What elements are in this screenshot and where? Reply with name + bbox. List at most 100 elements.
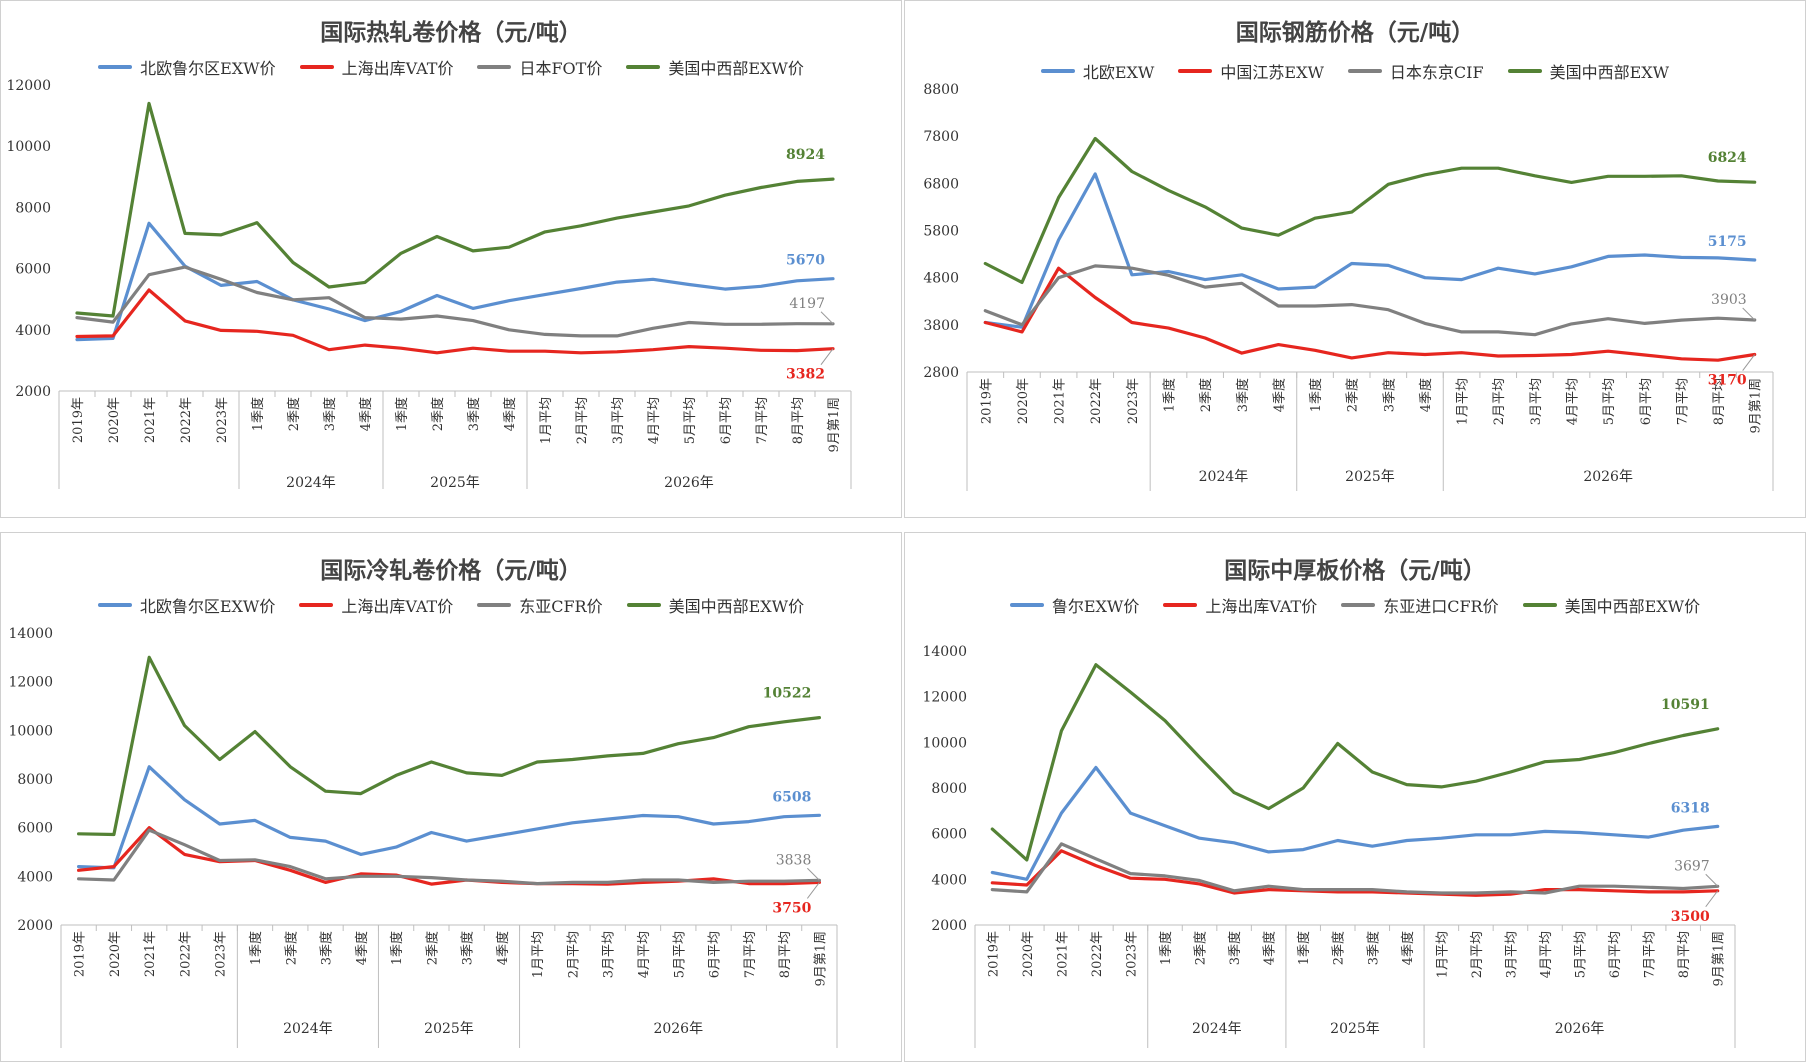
legend-label: 北欧鲁尔区EXW价: [140, 59, 276, 78]
x-group-label: 2026年: [1583, 469, 1633, 485]
y-tick-label: 2000: [15, 384, 51, 400]
series-line: [76, 765, 822, 870]
y-tick-label: 3800: [923, 318, 959, 334]
series-line: [983, 266, 1757, 362]
x-tick-label: 6月平均: [1608, 931, 1623, 978]
y-tick-label: 12000: [8, 675, 53, 691]
x-tick-label: 3季度: [1365, 931, 1381, 965]
x-tick-label: 2022年: [178, 931, 193, 977]
legend-swatch: [299, 65, 334, 69]
x-tick-label: 2022年: [1090, 931, 1105, 977]
x-tick-label: 1季度: [394, 397, 410, 431]
x-tick-label: 4季度: [1262, 931, 1278, 965]
chart-title: 国际钢筋价格（元/吨）: [1235, 20, 1475, 46]
x-tick-label: 4季度: [495, 931, 511, 965]
x-tick-label: 2季度: [1198, 378, 1214, 412]
x-tick-label: 1季度: [389, 931, 405, 965]
data-label: 6318: [1671, 800, 1710, 816]
data-label-leader: [806, 882, 820, 899]
legend-label: 中国江苏EXW: [1220, 63, 1324, 82]
legend-item: 东亚CFR价: [477, 593, 603, 617]
chart-title: 国际冷轧卷价格（元/吨）: [320, 558, 582, 584]
x-group-label: 2026年: [1555, 1021, 1605, 1037]
x-tick-label: 8月平均: [778, 931, 793, 978]
x-tick-label: 2季度: [424, 931, 440, 965]
data-label-leader: [1742, 307, 1756, 321]
y-tick-label: 14000: [8, 626, 53, 642]
x-tick-label: 4季度: [358, 397, 374, 431]
plot-area: 2000 4000 6000 8000 10000 12000 14000 2019年 2020…: [8, 626, 838, 1048]
chart-legend: 鲁尔EXW价 上海出库VAT价 东亚进口CFR价 美国中西部EXW价: [905, 593, 1805, 617]
x-tick-label: 2019年: [979, 378, 994, 424]
y-tick-label: 2000: [17, 918, 53, 934]
x-group-label: 2025年: [1345, 469, 1395, 485]
x-tick-label: 2023年: [214, 931, 229, 977]
x-tick-label: 2021年: [143, 397, 158, 443]
medium-plate-chart: 国际中厚板价格（元/吨） 鲁尔EXW价 上海出库VAT价 东亚进口CFR价 美国…: [904, 532, 1806, 1062]
y-tick-label: 4000: [17, 869, 53, 885]
x-tick-label: 2季度: [1331, 931, 1347, 965]
legend-swatch: [626, 65, 661, 69]
series-line: [76, 655, 822, 837]
legend-item: 北欧鲁尔区EXW价: [97, 593, 275, 617]
plot-area: 2000 4000 6000 8000 10000 12000 2019年 2020年 2021…: [6, 78, 852, 491]
x-tick-label: 4季度: [502, 397, 518, 431]
data-label: 3750: [772, 900, 811, 916]
legend-item: 上海出库VAT价: [1163, 593, 1317, 617]
x-tick-label: 1季度: [1296, 931, 1312, 965]
x-tick-label: 2021年: [143, 931, 158, 977]
x-tick-label: 6月平均: [1639, 378, 1654, 425]
x-tick-label: 2023年: [215, 397, 230, 443]
x-tick-label: 6月平均: [719, 397, 734, 444]
legend-swatch: [1040, 69, 1075, 73]
x-tick-label: 4季度: [1418, 378, 1434, 412]
series-line: [983, 264, 1757, 337]
legend-item: 鲁尔EXW价: [1009, 593, 1140, 617]
data-label: 3697: [1674, 858, 1710, 874]
y-tick-label: 4800: [923, 271, 959, 287]
y-tick-label: 10000: [922, 735, 967, 751]
series-line: [990, 765, 1720, 881]
x-tick-label: 2季度: [283, 931, 299, 965]
x-tick-label: 2月平均: [1492, 378, 1507, 425]
legend-swatch: [1009, 603, 1044, 607]
x-tick-label: 2月平均: [575, 397, 590, 444]
legend-swatch: [1178, 69, 1213, 73]
x-tick-label: 7月平均: [1643, 931, 1658, 978]
x-tick-label: 2019年: [73, 931, 88, 977]
legend-label: 美国中西部EXW: [1549, 63, 1670, 82]
x-tick-label: 3季度: [1381, 378, 1397, 412]
y-tick-label: 4000: [15, 323, 51, 339]
data-label-leader: [820, 311, 834, 325]
x-tick-label: 4季度: [1271, 378, 1287, 412]
legend-label: 上海出库VAT价: [341, 59, 454, 78]
x-tick-label: 7月平均: [755, 397, 770, 444]
x-tick-label: 9月第1周: [827, 397, 842, 453]
x-tick-label: 1季度: [248, 931, 264, 965]
x-tick-label: 2019年: [986, 931, 1001, 977]
legend-label: 鲁尔EXW价: [1051, 597, 1140, 616]
x-tick-label: 5月平均: [683, 397, 698, 444]
x-tick-label: 1季度: [1162, 378, 1178, 412]
series-line: [990, 842, 1720, 895]
x-tick-label: 3月平均: [1529, 378, 1544, 425]
x-tick-label: 2季度: [286, 397, 302, 431]
legend-label: 上海出库VAT价: [1205, 597, 1318, 616]
y-tick-label: 12000: [6, 78, 51, 94]
data-label: 6508: [772, 789, 811, 805]
data-label: 3382: [786, 367, 825, 383]
x-tick-label: 1月平均: [1456, 378, 1471, 425]
legend-label: 日本FOT价: [519, 59, 603, 78]
x-tick-label: 8月平均: [791, 397, 806, 444]
x-tick-label: 3季度: [460, 931, 476, 965]
y-tick-label: 6000: [931, 827, 967, 843]
legend-swatch: [1347, 69, 1382, 73]
legend-swatch: [626, 603, 661, 607]
legend-item: 东亚进口CFR价: [1341, 593, 1499, 617]
legend-item: 美国中西部EXW: [1507, 59, 1670, 83]
x-tick-label: 3季度: [1227, 931, 1243, 965]
chart-title: 国际热轧卷价格（元/吨）: [320, 20, 582, 46]
x-tick-label: 3季度: [466, 397, 482, 431]
x-tick-label: 2020年: [1021, 931, 1036, 977]
x-group-label: 2024年: [1199, 469, 1249, 485]
